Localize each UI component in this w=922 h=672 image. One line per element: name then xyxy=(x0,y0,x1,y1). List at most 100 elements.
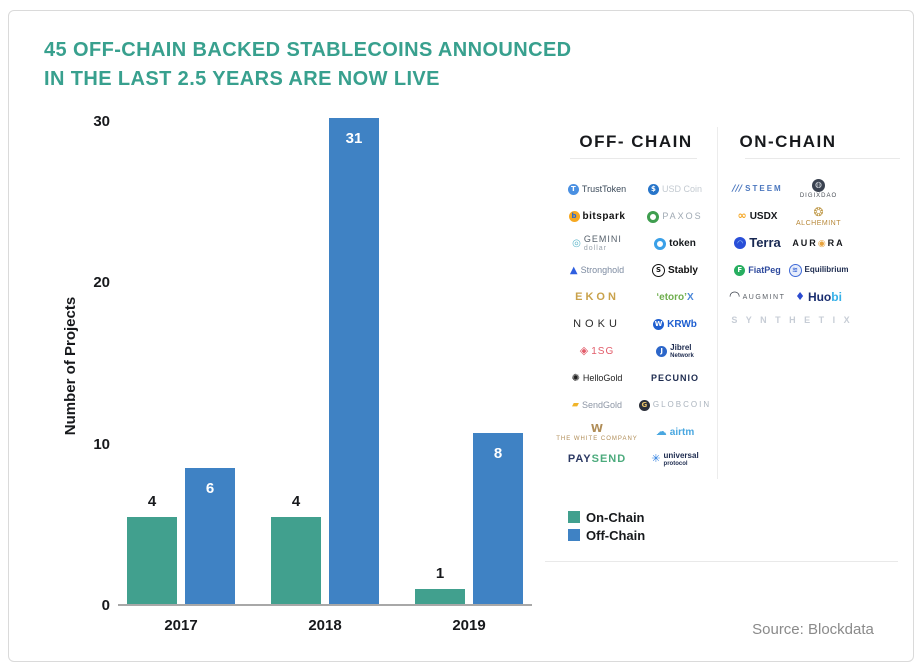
token-icon xyxy=(654,237,667,250)
logo-alchemint: ❂ ALCHEMINT xyxy=(788,203,849,230)
logo-trusttoken: T TrustToken xyxy=(558,176,636,203)
logo-ekon-item: EKON xyxy=(575,291,619,303)
logo-globcoin: G GLOBCOIN xyxy=(636,392,714,419)
logo-sendgold-label: SendGold xyxy=(581,399,622,410)
logo-digixdao: ◍ DIGIXDAO xyxy=(788,176,849,203)
y-axis-title: Number of Projects xyxy=(62,296,79,436)
logo-krwb-item: W KRWb xyxy=(653,319,697,330)
terra-icon: ◠ xyxy=(734,237,747,250)
logo-universal-protocol-item: ✳ universal protocol xyxy=(651,450,699,467)
logo-trusttoken-item: T TrustToken xyxy=(567,183,627,195)
logo-ekon: EKON xyxy=(558,284,636,311)
logo-ekon-label: EKON xyxy=(575,291,619,304)
logo-terra-item: ◠ Terra xyxy=(734,236,781,250)
logo-fiatpeg: F FiatPeg xyxy=(727,257,788,284)
airtm-icon: ☁ xyxy=(655,425,667,439)
logo-pecunio: PECUNIO xyxy=(636,365,714,392)
trusttoken-icon: T xyxy=(567,184,579,195)
logo-fiatpeg-label: FiatPeg xyxy=(748,264,781,275)
logo-usd-coin-item: $ USD Coin xyxy=(647,183,702,195)
logo-sendgold-item: ▰ SendGold xyxy=(572,399,622,411)
logo-hellogold-label: HelloGold xyxy=(582,372,623,383)
stronghold-icon: ▲ xyxy=(569,265,578,276)
logo-krwb-label: KRWb xyxy=(667,319,697,330)
logo-jibrel-network: J Jibrel Network xyxy=(636,338,714,365)
usdx-icon: ∞ xyxy=(737,209,747,223)
paxos-icon xyxy=(647,210,660,223)
logo-aurora-item: AUR◉RA xyxy=(792,237,844,249)
legend-label: On-Chain xyxy=(586,509,645,525)
logo-aurora-label-part: ◉ xyxy=(817,237,828,248)
legend-item: Off-Chain xyxy=(568,526,645,544)
logo-usdx-label: USDX xyxy=(749,211,778,222)
equilibrium-icon: ≋ xyxy=(788,264,802,277)
page-title-line2: IN THE LAST 2.5 YEARS ARE NOW LIVE xyxy=(44,68,440,90)
logo-token-item: token xyxy=(654,237,696,250)
logo-alchemint-item: ❂ ALCHEMINT xyxy=(796,205,841,228)
logo-stronghold: ▲ Stronghold xyxy=(558,257,636,284)
logo-noku-item: NOKU xyxy=(573,318,621,330)
onchain-logo-grid: ///STEEM ◍ DIGIXDAO ∞ USDX ❂ ALCHEMINT ◠ Terra AU… xyxy=(727,176,849,311)
logo-huobi: ♦ Huobi xyxy=(788,284,849,311)
legend-swatch-on-chain xyxy=(568,511,580,523)
bitspark-icon: b xyxy=(568,211,580,222)
logo-jibrel-network-label-line2: Network xyxy=(670,352,694,359)
logo-equilibrium: ≋ Equilibrium xyxy=(788,257,849,284)
logo-gemini-dollar: ◎ GEMINI dollar xyxy=(558,230,636,257)
logo-the-white-company-item: W THE WHITE COMPANY xyxy=(556,421,638,443)
logo-usdx-item: ∞ USDX xyxy=(738,210,778,222)
hellogold-icon: ✺ xyxy=(571,373,580,384)
logo-huobi-item: ♦ Huobi xyxy=(795,289,842,304)
digixdao-icon: ◍ xyxy=(812,179,825,193)
steem-icon: /// xyxy=(732,183,743,194)
logo-equilibrium-label: Equilibrium xyxy=(804,265,849,275)
jibrel-network-icon: J xyxy=(656,345,668,357)
logo-paysend: PAYSEND xyxy=(558,446,636,473)
the-white-company-icon: W xyxy=(590,421,604,435)
logo-augmint-label: AUGMINT xyxy=(742,293,786,301)
logo-bitspark-label: bitspark xyxy=(582,211,626,222)
logo-gemini-dollar-label: GEMINI dollar xyxy=(583,233,622,252)
source-credit: Source: Blockdata xyxy=(752,621,874,638)
logo-augmint-item: ◠ AUGMINT xyxy=(730,290,786,305)
logo-noku-label: NOKU xyxy=(573,318,621,331)
logo-aurora: AUR◉RA xyxy=(788,230,849,257)
logo-pecunio-label: PECUNIO xyxy=(650,372,699,383)
logo-bitspark-item: b bitspark xyxy=(568,211,626,222)
logo-1sg-item: ◈ 1SG xyxy=(580,345,614,357)
logo-krwb: W KRWb xyxy=(636,311,714,338)
logo-token: token xyxy=(636,230,714,257)
x-axis-line xyxy=(118,604,532,606)
gemini-dollar-icon: ◎ xyxy=(572,237,581,249)
logo-airtm-label: airtm xyxy=(669,427,695,438)
logo-paysend-label-part: PAY xyxy=(567,453,592,466)
usd-coin-icon: $ xyxy=(647,184,659,195)
logo-token-label: token xyxy=(669,238,696,249)
logo-digixdao-item: ◍ DIGIXDAO xyxy=(800,179,837,200)
krwb-icon: W xyxy=(653,319,665,330)
logo-digixdao-label: DIGIXDAO xyxy=(799,193,838,200)
logo-huobi-label-part: bi xyxy=(831,289,842,304)
logo-trusttoken-label: TrustToken xyxy=(581,183,627,194)
offchain-logo-grid: T TrustToken $ USD Coin b bitspark PAXOS ◎ GEMIN… xyxy=(556,176,714,473)
logo-synthetix: S Y N T H E T I X xyxy=(731,315,853,325)
page-title-line1: 45 OFF-CHAIN BACKED STABLECOINS ANNOUNCE… xyxy=(44,39,572,61)
logo-huobi-label: Huobi xyxy=(808,289,842,304)
universal-protocol-icon: ✳ xyxy=(651,452,661,466)
logo-usd-coin-label: USD Coin xyxy=(661,183,702,194)
logo-etorox-label-part: ‘etoro’ xyxy=(656,292,687,303)
onchain-header-underline xyxy=(745,158,900,159)
logo-equilibrium-item: ≋ Equilibrium xyxy=(788,264,849,277)
logo-airtm: ☁ airtm xyxy=(636,419,714,446)
logo-paysend-label-part: SEND xyxy=(591,453,627,466)
logo-gemini-dollar-label-line2: dollar xyxy=(583,244,607,252)
logo-steem: ///STEEM xyxy=(727,176,788,203)
legend-item: On-Chain xyxy=(568,508,645,526)
logo-bitspark: b bitspark xyxy=(558,203,636,230)
globcoin-icon: G xyxy=(638,400,650,411)
logo-hellogold-item: ✺ HelloGold xyxy=(572,373,623,384)
card xyxy=(8,10,914,662)
logo-universal-protocol-label: universal protocol xyxy=(663,450,699,467)
logo-usd-coin: $ USD Coin xyxy=(636,176,714,203)
logo-etorox-label: ‘etoro’X xyxy=(656,292,693,303)
